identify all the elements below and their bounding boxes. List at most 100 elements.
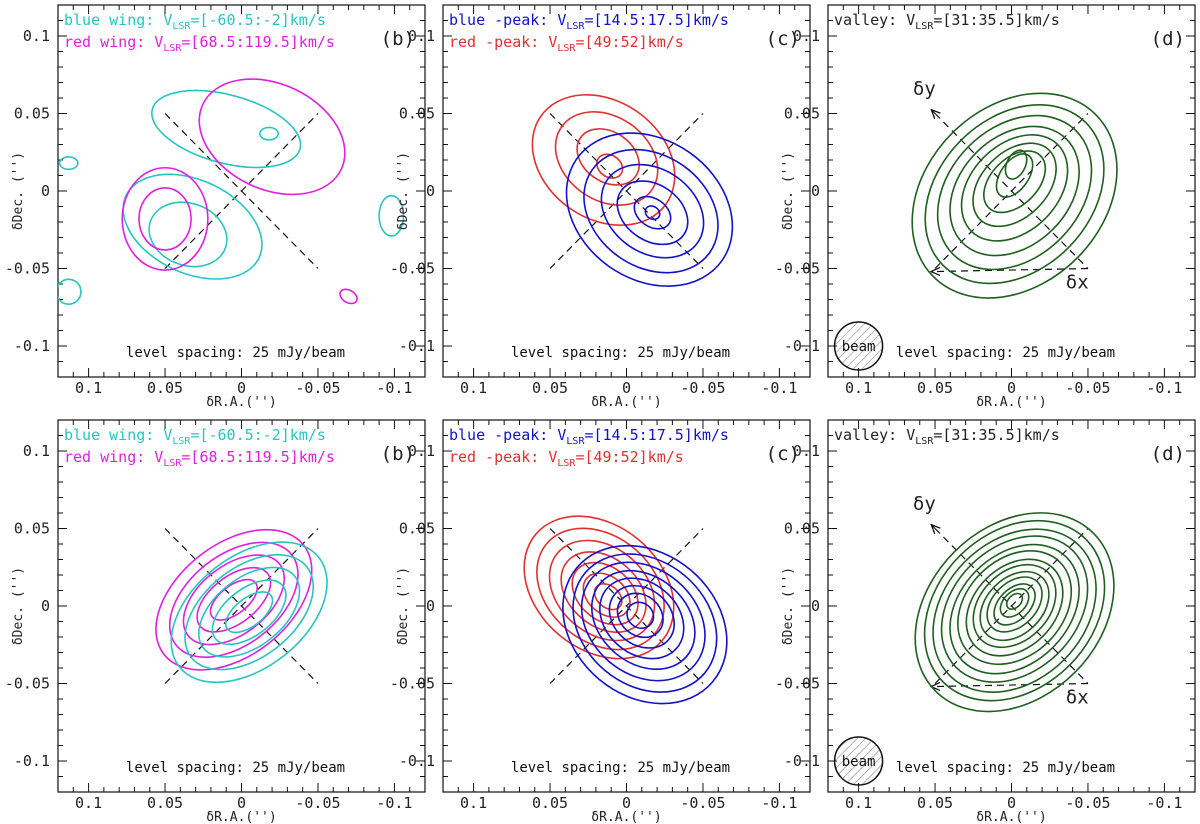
legend-prefix: red -peak: V	[449, 448, 557, 466]
contour-valley	[983, 150, 1047, 214]
x-tick-label: -0.1	[1146, 794, 1182, 812]
y-tick-label: -0.1	[784, 752, 820, 770]
contour-blue-peak	[600, 163, 705, 259]
x-tick-label: 0.05	[147, 794, 183, 812]
contour-red-peak	[554, 111, 659, 206]
legend-entry: blue -peak: VLSR=[14.5:17.5]km/s	[449, 11, 729, 32]
panel-top-c: 0.1 0.05 0 -0.05 -0.1 0.1 0.05 0 -0.05 -0.1 δR.A.(…	[390, 4, 811, 410]
contour-blue-peak	[616, 592, 664, 639]
contour-blue-wing	[225, 591, 274, 634]
panel-letter: (d)	[1151, 28, 1185, 50]
beam-label: beam	[842, 754, 876, 770]
y-tick-label: -0.1	[784, 337, 820, 355]
beam-ellipse	[833, 736, 884, 786]
panel-letter: (b)	[381, 443, 415, 465]
y-tick-label: 0	[426, 182, 435, 200]
beam-ellipse	[833, 321, 884, 371]
y-tick-label: 0.05	[784, 520, 820, 538]
x-tick-label: 0	[237, 794, 246, 812]
y-tick-label: 0	[41, 182, 50, 200]
y-tick-label: 0.1	[23, 442, 50, 460]
contour-red-wing	[339, 288, 358, 305]
legend-suffix: =[31:35.5]km/s	[933, 426, 1059, 444]
x-tick-label: 0.1	[460, 379, 487, 397]
x-tick-label: 0.1	[845, 379, 872, 397]
contour-valley	[911, 92, 1118, 299]
legend-prefix: red wing: V	[64, 448, 163, 466]
x-tick-label: 0.1	[845, 794, 872, 812]
legend-suffix: =[49:52]km/s	[575, 33, 683, 51]
x-tick-label: -0.1	[1146, 379, 1182, 397]
offset-axis-arrow	[932, 525, 935, 528]
y-tick-label: 0.05	[399, 520, 435, 538]
x-tick-label: 0.05	[532, 379, 568, 397]
legend-entry: red -peak: VLSR=[49:52]km/s	[449, 448, 684, 469]
y-tick-label: -0.05	[5, 675, 50, 693]
contour-blue-peak	[644, 205, 661, 221]
y-tick-label: -0.1	[14, 752, 50, 770]
contour-blue-peak	[616, 180, 689, 246]
x-tick-label: -0.05	[1065, 794, 1110, 812]
y-axis-label: δDec. ('')	[781, 567, 796, 645]
y-tick-label: 0	[41, 597, 50, 615]
level-spacing-note: level spacing: 25 mJy/beam	[126, 345, 345, 361]
x-tick-label: 0	[237, 379, 246, 397]
contour-red-wing	[138, 187, 192, 251]
level-spacing-note: level spacing: 25 mJy/beam	[511, 345, 730, 361]
contour-valley	[960, 134, 1069, 242]
contour-group	[914, 512, 1115, 713]
y-tick-label: 0	[811, 597, 820, 615]
legend-subscript: LSR	[172, 21, 191, 32]
contour-valley	[936, 114, 1093, 271]
contour-valley	[957, 550, 1073, 666]
legend-subscript: LSR	[915, 21, 934, 32]
contour-valley	[979, 570, 1050, 642]
legend-subscript: LSR	[163, 458, 182, 469]
x-tick-label: 0	[622, 794, 631, 812]
legend-subscript: LSR	[557, 43, 576, 54]
x-axis-label: δR.A.('')	[976, 810, 1046, 824]
contour-valley	[972, 563, 1057, 649]
y-axis-label: δDec. ('')	[396, 152, 411, 230]
contour-valley	[932, 528, 1097, 693]
legend-entry: red wing: VLSR=[68.5:119.5]km/s	[64, 33, 335, 54]
y-tick-label: 0.05	[14, 520, 50, 538]
legend-entry: red -peak: VLSR=[49:52]km/s	[449, 33, 684, 54]
y-tick-label: 0.1	[408, 442, 435, 460]
y-tick-label: 0	[426, 597, 435, 615]
contour-red-wing	[121, 166, 209, 271]
delta-y-label: δy	[913, 78, 936, 100]
x-tick-label: -0.1	[761, 794, 797, 812]
contour-red-peak	[593, 583, 623, 611]
legend-subscript: LSR	[915, 436, 934, 447]
x-tick-label: 0.05	[532, 794, 568, 812]
contour-red-peak	[523, 515, 675, 660]
legend-suffix: =[68.5:119.5]km/s	[181, 448, 335, 466]
x-tick-label: -0.05	[1065, 379, 1110, 397]
contour-group	[523, 515, 728, 705]
x-tick-label: -0.05	[295, 794, 340, 812]
x-axis-label: δR.A.('')	[591, 395, 661, 410]
x-tick-label: -0.1	[376, 794, 412, 812]
legend-subscript: LSR	[172, 436, 191, 447]
contour-red-wing	[155, 528, 313, 671]
y-tick-label: -0.1	[399, 752, 435, 770]
legend-entry: valley: VLSR=[31:35.5]km/s	[834, 11, 1060, 32]
contour-blue-wing	[122, 173, 263, 280]
y-axis-label: δDec. ('')	[396, 567, 411, 645]
delta-y-label: δy	[913, 493, 936, 515]
x-axis-label: δR.A.('')	[976, 395, 1046, 410]
contour-valley	[999, 587, 1030, 618]
delta-x-label: δx	[1066, 687, 1089, 709]
legend-prefix: blue wing: V	[64, 11, 172, 29]
contour-blue-peak	[608, 584, 675, 649]
y-tick-label: 0.1	[793, 27, 820, 45]
y-tick-label: 0	[811, 182, 820, 200]
legend-suffix: =[-60.5:-2]km/s	[190, 11, 325, 29]
panel-letter: (b)	[381, 28, 415, 50]
contour-valley	[940, 535, 1089, 683]
x-axis-label: δR.A.('')	[206, 810, 276, 824]
beam-label: beam	[842, 339, 876, 355]
legend-entry: blue -peak: VLSR=[14.5:17.5]km/s	[449, 426, 729, 447]
level-spacing-note: level spacing: 25 mJy/beam	[896, 760, 1115, 776]
